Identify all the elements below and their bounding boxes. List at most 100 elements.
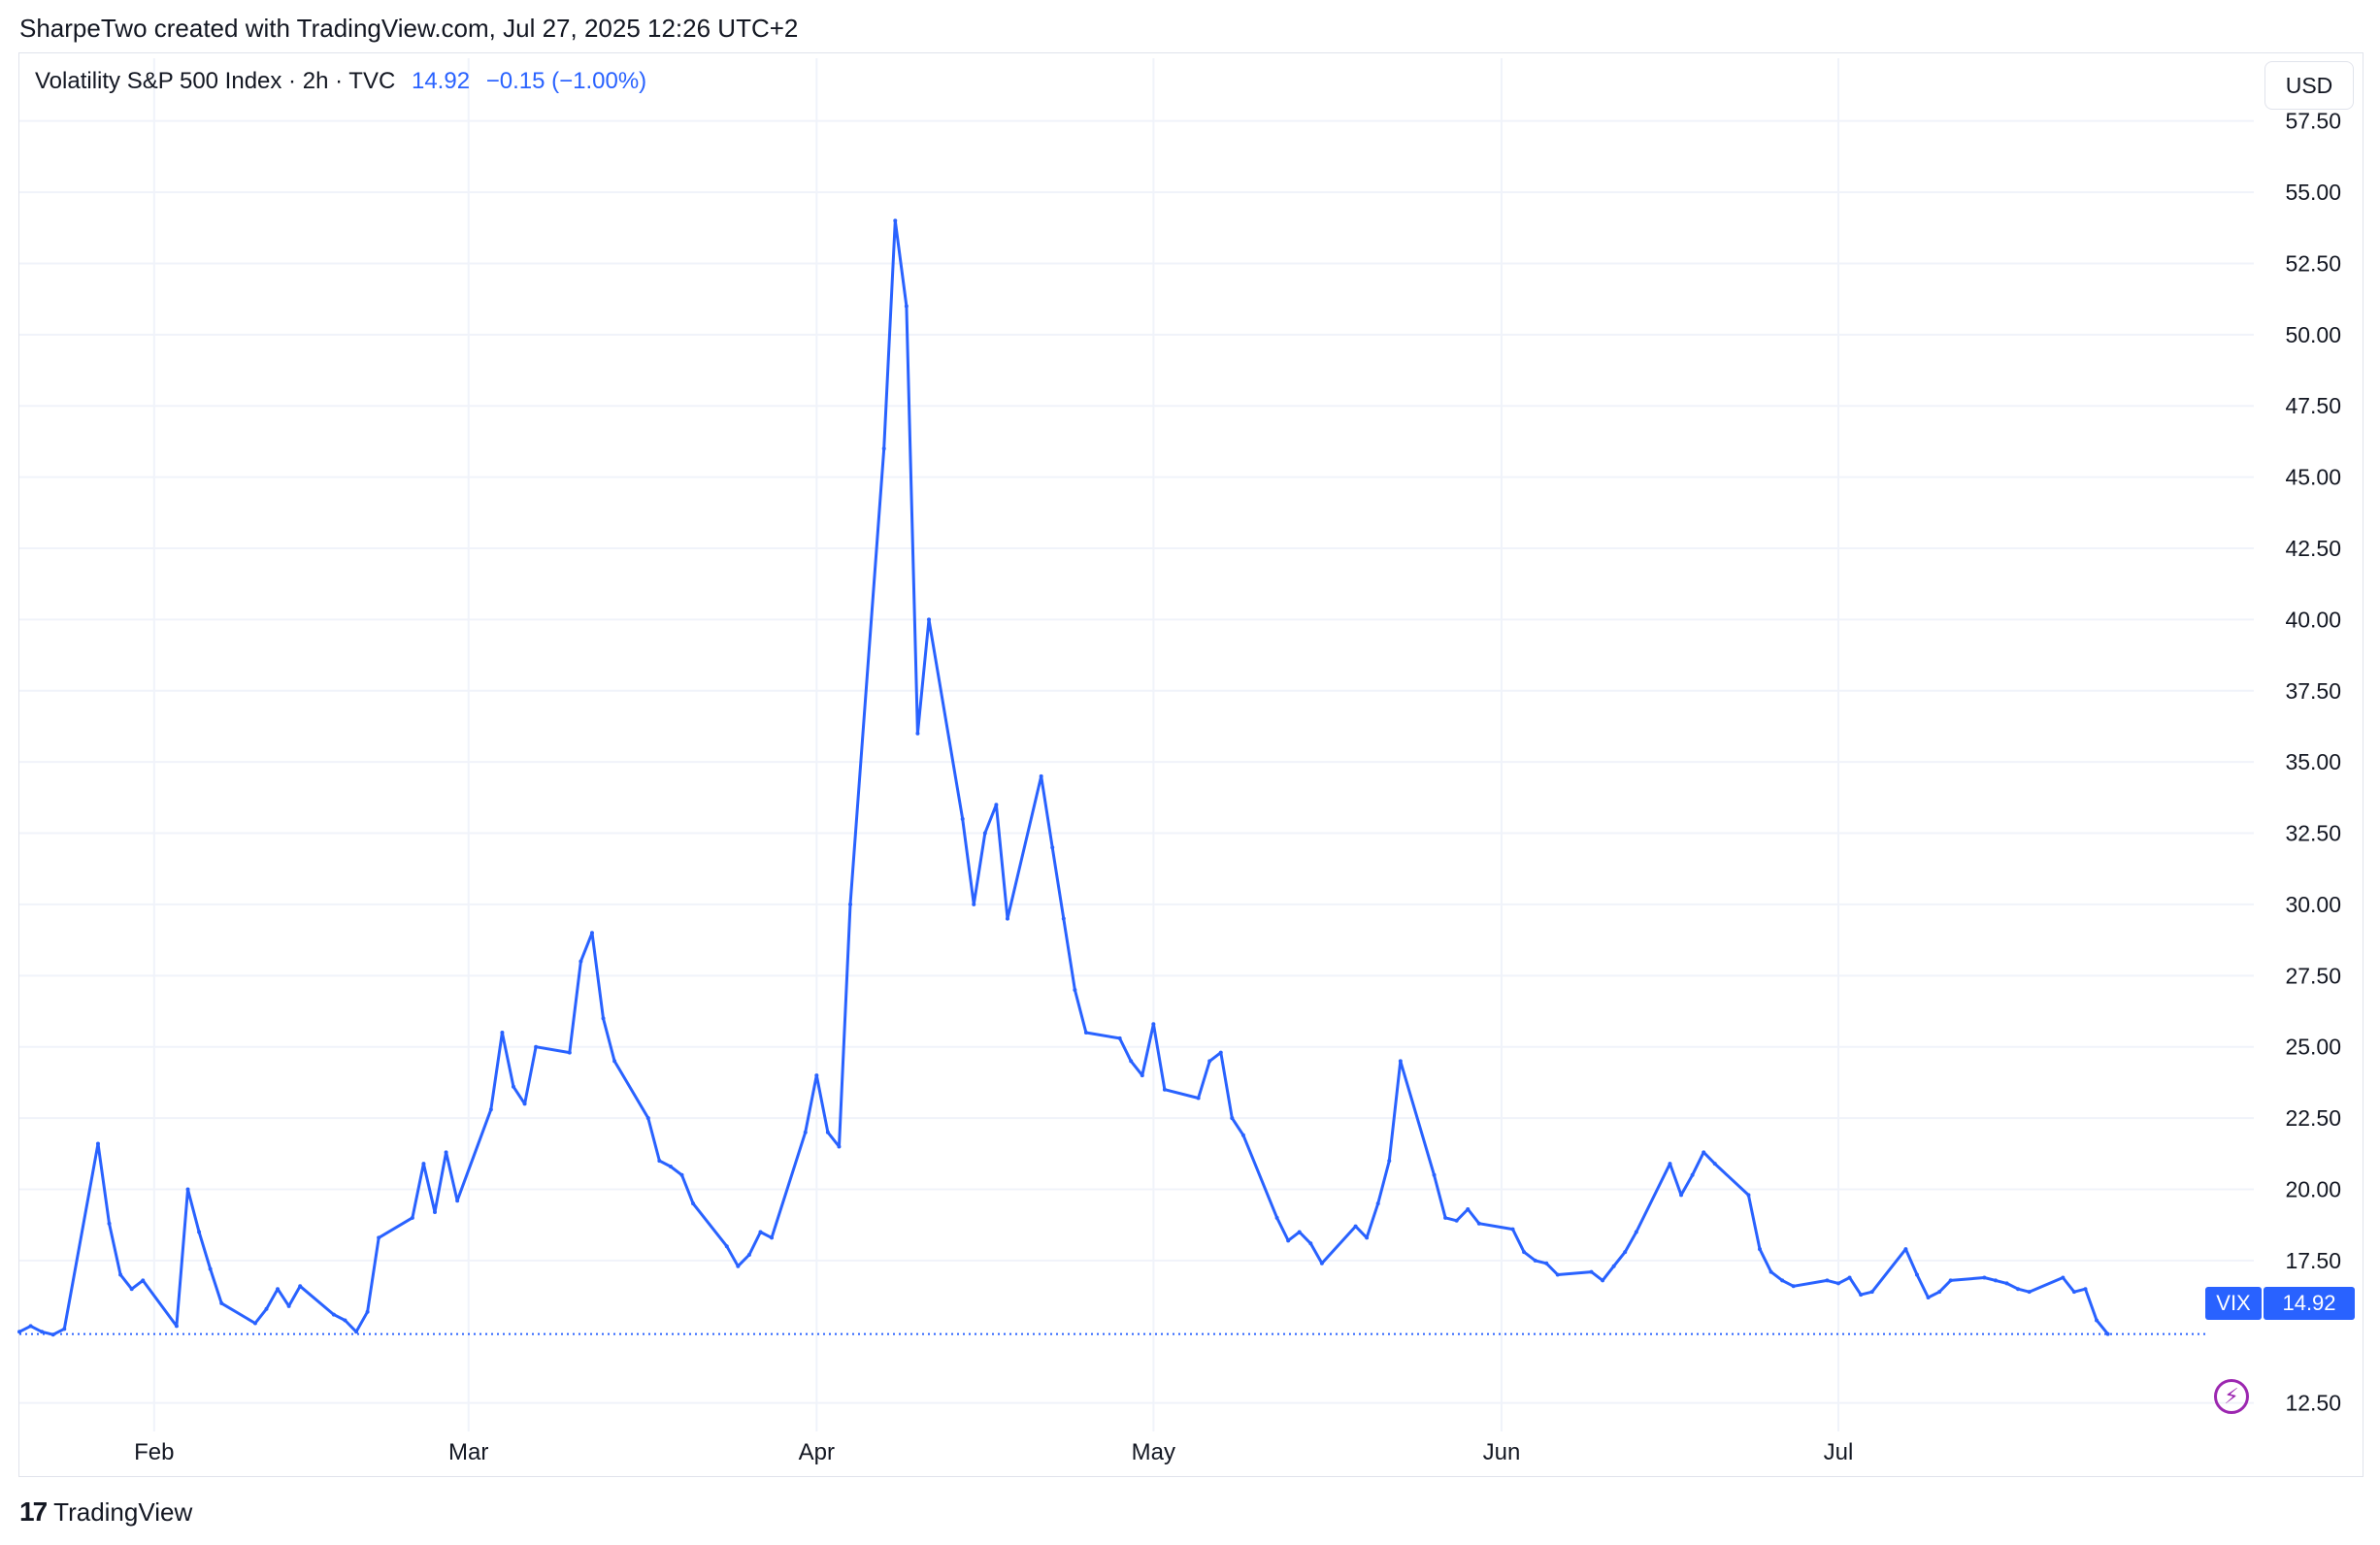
data-point (1005, 916, 1009, 921)
data-point (365, 1309, 370, 1314)
data-point (837, 1144, 842, 1149)
data-point (219, 1300, 224, 1305)
data-point (668, 1165, 673, 1168)
data-point (645, 1116, 650, 1121)
data-point (343, 1318, 347, 1323)
data-point (1702, 1150, 1706, 1155)
data-point (1398, 1059, 1403, 1064)
last-price: 14.92 (411, 68, 471, 94)
data-point (1869, 1290, 1874, 1295)
data-point (915, 731, 920, 736)
data-point (252, 1321, 257, 1326)
data-point (62, 1327, 67, 1331)
data-point (118, 1272, 123, 1277)
data-point (1544, 1261, 1549, 1266)
data-point (1207, 1059, 1212, 1064)
data-point (601, 1016, 606, 1021)
data-point (1196, 1096, 1201, 1101)
data-point (1083, 1031, 1088, 1035)
data-point (1039, 773, 1043, 778)
data-point (433, 1209, 438, 1214)
y-tick-label: 25.00 (2285, 1035, 2341, 1060)
y-tick-label: 57.50 (2285, 109, 2341, 134)
data-point (982, 831, 987, 836)
brand-name: TradingView (53, 1496, 193, 1527)
data-point (1758, 1247, 1763, 1252)
data-point (286, 1303, 291, 1308)
data-point (107, 1221, 112, 1226)
data-point (1859, 1293, 1864, 1298)
data-point (758, 1230, 763, 1234)
data-point (2095, 1318, 2099, 1323)
data-point (129, 1287, 134, 1292)
data-point (511, 1084, 515, 1089)
x-tick-label: Mar (448, 1439, 488, 1465)
data-point (972, 902, 976, 906)
y-tick-label: 32.50 (2285, 821, 2341, 846)
data-point (141, 1278, 146, 1283)
data-point (589, 931, 594, 936)
currency-button[interactable]: USD (2264, 61, 2354, 110)
y-tick-label: 35.00 (2285, 749, 2341, 774)
data-point (567, 1050, 572, 1055)
data-point (1690, 1172, 1695, 1177)
data-point (1634, 1230, 1638, 1234)
data-point (185, 1187, 190, 1192)
data-point (1835, 1281, 1840, 1286)
data-point (1151, 1022, 1156, 1027)
data-point (679, 1172, 684, 1177)
data-point (1476, 1221, 1481, 1226)
symbol-legend[interactable]: Volatility S&P 500 Index · 2h · TVC 14.9… (35, 68, 646, 95)
data-point (1140, 1073, 1144, 1078)
data-point (28, 1324, 33, 1329)
data-point (1948, 1278, 1953, 1283)
data-point (1443, 1215, 1448, 1220)
data-point (1365, 1235, 1370, 1240)
data-point (298, 1284, 303, 1289)
tradingview-logo[interactable]: 17 TradingView (19, 1496, 192, 1528)
data-point (95, 1141, 100, 1146)
data-point (377, 1235, 381, 1240)
data-point (770, 1235, 775, 1240)
data-point (1914, 1272, 1919, 1277)
y-tick-label: 37.50 (2285, 678, 2341, 704)
x-tick-label: Apr (799, 1439, 835, 1465)
data-point (814, 1073, 819, 1078)
data-point (2083, 1287, 2088, 1292)
data-point (354, 1330, 359, 1334)
lightning-icon[interactable]: ⚡ (2214, 1379, 2249, 1414)
data-point (2071, 1290, 2076, 1295)
data-point (1510, 1227, 1515, 1232)
data-point (1825, 1278, 1830, 1283)
data-point (1903, 1247, 1908, 1252)
data-point (1432, 1172, 1437, 1177)
data-point (803, 1130, 808, 1134)
y-tick-label: 45.00 (2285, 465, 2341, 490)
data-point (1623, 1250, 1628, 1255)
data-point (500, 1031, 505, 1035)
data-point (1668, 1162, 1672, 1167)
data-point (2105, 1331, 2110, 1336)
data-point (1218, 1050, 1223, 1055)
data-point (1353, 1224, 1358, 1229)
data-point (1375, 1201, 1380, 1206)
data-point (904, 304, 909, 309)
data-point (1387, 1159, 1392, 1164)
data-point (994, 803, 999, 807)
tv-logo-mark-icon: 17 (19, 1496, 48, 1527)
data-point (1533, 1258, 1537, 1263)
data-point (926, 617, 931, 622)
data-point (1117, 1035, 1122, 1040)
data-point (264, 1306, 269, 1311)
data-point (1780, 1278, 1785, 1283)
data-point (2061, 1275, 2066, 1280)
data-point (208, 1266, 213, 1271)
y-tick-label: 17.50 (2285, 1248, 2341, 1273)
data-point (1061, 916, 1066, 921)
data-point (1993, 1278, 1998, 1283)
y-tick-label: 20.00 (2285, 1176, 2341, 1201)
data-point (578, 959, 583, 964)
y-tick-label: 12.50 (2285, 1391, 2341, 1416)
data-point (1601, 1278, 1605, 1283)
